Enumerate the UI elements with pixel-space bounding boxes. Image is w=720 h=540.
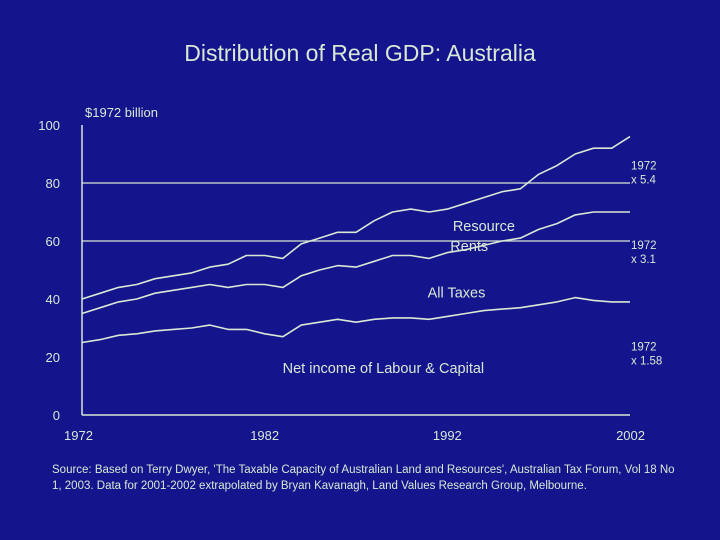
growth-label-3-line-2: x 1.58 — [631, 356, 662, 368]
annotation-3: All Taxes — [428, 286, 486, 302]
y-tick-label-40: 40 — [46, 292, 60, 307]
annotation-2: Rents — [450, 239, 488, 255]
growth-label-3-line-1: 1972 — [631, 342, 657, 354]
y-tick-label-0: 0 — [53, 408, 60, 423]
growth-label-1-line-2: x 5.4 — [631, 174, 657, 186]
growth-label-1-line-1: 1972 — [631, 160, 657, 172]
source-note: Source: Based on Terry Dwyer, 'The Taxab… — [52, 464, 675, 492]
x-tick-label-1982: 1982 — [250, 428, 279, 443]
series-line-3 — [81, 135, 631, 300]
series-line-2 — [81, 211, 630, 315]
x-tick-label-1972: 1972 — [64, 428, 93, 443]
series-line-1 — [81, 296, 630, 344]
y-tick-label-100: 100 — [38, 118, 60, 133]
y-tick-label-60: 60 — [46, 234, 60, 249]
y-axis-unit-label: $1972 billion — [85, 105, 158, 120]
growth-label-2-line-1: 1972 — [631, 240, 657, 252]
y-tick-label-20: 20 — [46, 350, 60, 365]
annotation-4: Net income of Labour & Capital — [283, 361, 485, 377]
x-tick-label-1992: 1992 — [433, 428, 462, 443]
y-tick-label-80: 80 — [46, 176, 60, 191]
chart-title: Distribution of Real GDP: Australia — [184, 40, 536, 66]
growth-label-2-line-2: x 3.1 — [631, 254, 656, 266]
annotation-1: Resource — [453, 219, 515, 235]
x-tick-label-2002: 2002 — [616, 428, 645, 443]
